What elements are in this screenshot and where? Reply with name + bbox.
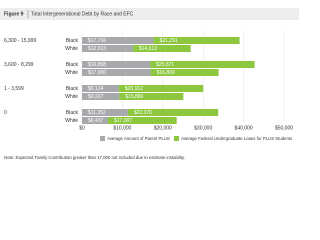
chart: Figure 9 Total Intergenerational Debt by… xyxy=(0,8,299,160)
value-label: $12,613 xyxy=(88,46,106,52)
bar-segment xyxy=(82,45,133,52)
value-label: $17,000 xyxy=(88,70,106,76)
legend-swatch xyxy=(100,136,105,141)
bar-segment xyxy=(82,85,119,92)
group-label: 1 - 3,599 xyxy=(4,86,24,92)
bar-segment xyxy=(82,109,128,116)
group-label: 3,600 - 8,299 xyxy=(4,62,34,68)
value-label: $16,800 xyxy=(157,70,175,76)
x-tick-label: $0 xyxy=(79,125,85,131)
bar-segment xyxy=(82,117,109,124)
value-label: $17,716 xyxy=(88,38,106,44)
legend-label: Average Federal Undergraduate Loans for … xyxy=(181,136,292,141)
legend-swatch xyxy=(174,136,179,141)
note: Note: Expected Family Contribution great… xyxy=(4,155,185,160)
y-tick-label: White xyxy=(65,46,78,52)
value-label: $15,860 xyxy=(125,94,143,100)
value-label: $21,291 xyxy=(160,38,178,44)
figure-label: Figure 9 xyxy=(4,11,24,17)
value-label: $14,313 xyxy=(139,46,157,52)
y-tick-label: White xyxy=(65,118,78,124)
y-tick-label: White xyxy=(65,94,78,100)
x-tick-label: $40,000 xyxy=(235,125,253,131)
bar-segment xyxy=(150,61,255,68)
bar-segment xyxy=(82,93,120,100)
bar-segment xyxy=(150,69,219,76)
y-tick-label: White xyxy=(65,70,78,76)
value-label: $22,370 xyxy=(134,110,152,116)
bar-segment xyxy=(82,69,151,76)
bar-segment xyxy=(118,85,204,92)
bar-segment xyxy=(108,117,177,124)
value-label: $20,912 xyxy=(125,86,143,92)
x-tick-label: $30,000 xyxy=(194,125,212,131)
group-label: 6,300 - 15,999 xyxy=(4,38,36,44)
chart-title: Total Intergenerational Debt by Race and… xyxy=(31,11,134,17)
bar-segment xyxy=(132,45,191,52)
value-label: $16,858 xyxy=(88,62,106,68)
x-tick-label: $20,000 xyxy=(154,125,172,131)
legend-label: Average Amount of Parent PLUS xyxy=(107,136,170,141)
value-label: $17,007 xyxy=(114,118,132,124)
y-tick-label: Black xyxy=(66,62,79,68)
bar-segment xyxy=(127,109,219,116)
x-tick-label: $50,000 xyxy=(275,125,293,131)
value-label: $9,227 xyxy=(88,94,104,100)
value-label: $6,437 xyxy=(88,118,104,124)
y-tick-label: Black xyxy=(66,38,79,44)
bar-segment xyxy=(82,61,151,68)
x-tick-label: $10,000 xyxy=(113,125,131,131)
value-label: $25,871 xyxy=(156,62,174,68)
y-tick-label: Black xyxy=(66,86,79,92)
bar-segment xyxy=(119,93,184,100)
value-label: $11,352 xyxy=(88,110,106,116)
y-tick-label: Black xyxy=(66,110,79,116)
bar-segment xyxy=(82,37,154,44)
value-label: $9,124 xyxy=(88,86,104,92)
group-label: 0 xyxy=(4,110,7,116)
title-band xyxy=(0,8,299,20)
bar-segment xyxy=(153,37,240,44)
